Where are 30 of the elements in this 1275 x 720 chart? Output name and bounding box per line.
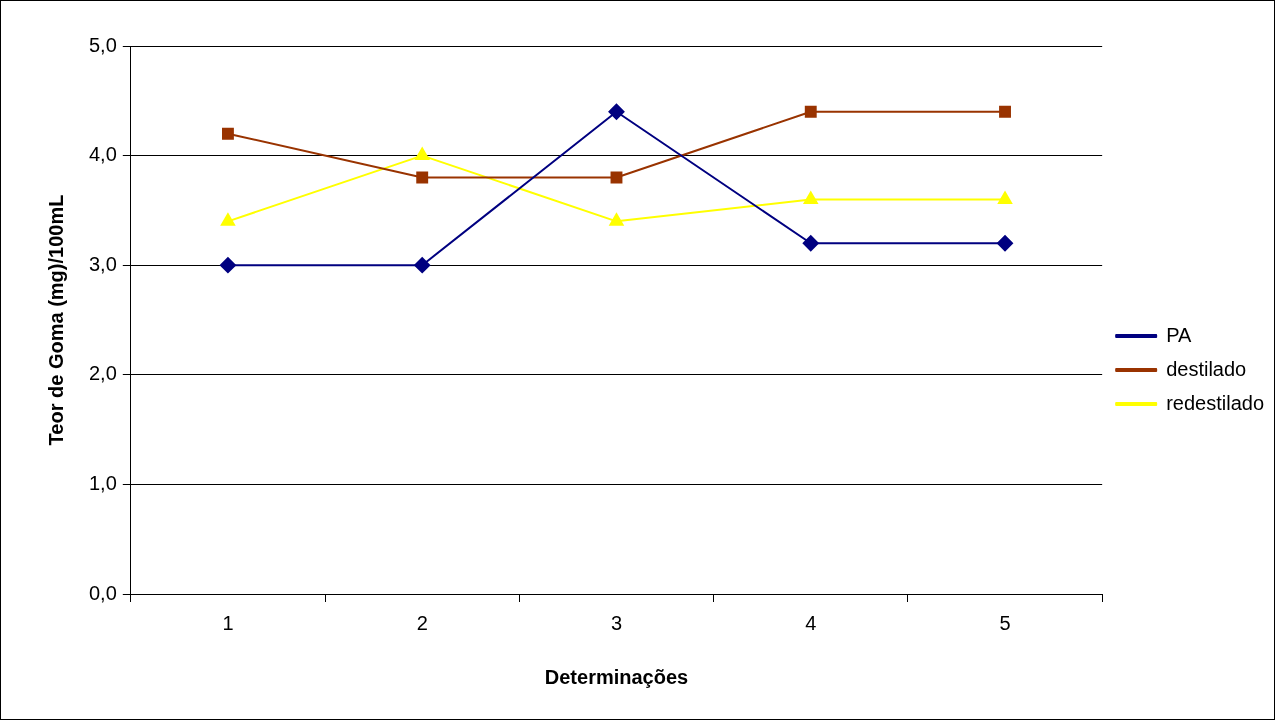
x-tick-label: 5: [999, 611, 1011, 634]
point: [999, 105, 1011, 118]
point: [608, 103, 625, 120]
x-tick-label: 3: [610, 611, 623, 634]
y-tick-label: 1,0: [88, 471, 117, 494]
legend-label: redestilado: [1166, 391, 1264, 414]
point: [221, 127, 234, 140]
x-tick-label: 4: [805, 611, 817, 634]
point: [416, 171, 429, 184]
point: [802, 235, 819, 252]
y-tick-label: 2,0: [88, 362, 117, 385]
y-tick-label: 5,0: [88, 33, 117, 56]
y-tick-label: 4,0: [88, 143, 117, 166]
y-tick-label: 0,0: [88, 581, 117, 604]
y-tick-label: 3,0: [88, 252, 117, 275]
x-axis-title: Determinações: [544, 665, 689, 688]
y-axis-title: Teor de Goma (mg)/100mL: [44, 194, 67, 446]
x-tick-label: 2: [416, 611, 428, 634]
point: [804, 105, 817, 118]
legend-label: PA: [1166, 323, 1193, 346]
point: [997, 191, 1013, 204]
point: [220, 213, 235, 226]
point: [609, 213, 624, 226]
point: [414, 257, 431, 274]
point: [415, 147, 430, 161]
x-tick-label: 1: [222, 611, 234, 634]
point: [997, 235, 1014, 252]
point: [219, 257, 236, 274]
legend-label: destilado: [1166, 357, 1247, 380]
point: [803, 191, 818, 204]
